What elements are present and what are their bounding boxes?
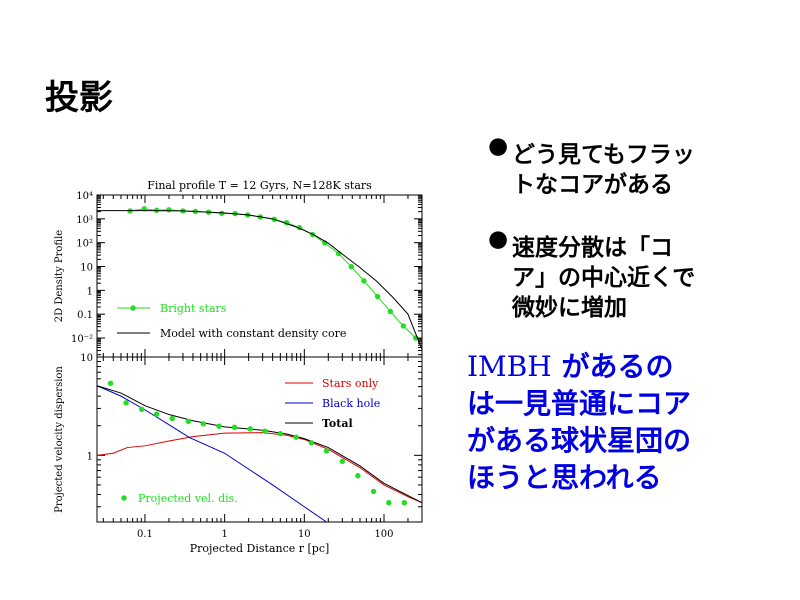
y-tick-label: 1: [87, 286, 93, 297]
data-point-projected-vel-dis-: [277, 430, 284, 437]
data-point-bright-stars: [400, 323, 407, 329]
conclusion-line-3: がある球状星団の: [467, 424, 692, 457]
data-point-bright-stars: [374, 293, 381, 300]
x-tick-label: 0.1: [137, 529, 153, 540]
y-tick-label: 10: [80, 263, 93, 274]
legend-label: Total: [322, 417, 353, 430]
data-point-projected-vel-dis-: [401, 499, 408, 506]
bullet-1-line-1: どう見てもフラッ: [512, 142, 695, 168]
bullet-2-line-3: 微妙に増加: [512, 295, 627, 321]
y-tick-label: 10⁴: [76, 191, 93, 202]
bullet-2-line-1: 速度分散は「コ: [512, 235, 673, 261]
slide-title: 投影: [45, 78, 113, 118]
y-tick-label: 10: [80, 353, 93, 364]
data-point-projected-vel-dis-: [308, 440, 315, 446]
x-axis-label: Projected Distance r [pc]: [190, 542, 330, 555]
data-point-bright-stars: [361, 278, 367, 284]
data-point-projected-vel-dis-: [139, 406, 145, 412]
y-tick-label: 10²: [76, 239, 93, 250]
y-tick-label: 10⁻²: [71, 334, 93, 345]
data-point-bright-stars: [348, 264, 355, 270]
bullet-1-line-2: トなコアがある: [512, 172, 673, 198]
y-tick-label: 1: [87, 451, 93, 462]
data-point-projected-vel-dis-: [200, 421, 207, 427]
series-line-bright-stars: [129, 208, 417, 339]
legend-label: Model with constant density core: [160, 327, 346, 340]
y-tick-label: 0.1: [77, 310, 93, 321]
data-point-projected-vel-dis-: [153, 411, 160, 417]
y-tick-label: 10³: [76, 215, 93, 226]
data-point-projected-vel-dis-: [355, 473, 361, 479]
data-point-projected-vel-dis-: [107, 380, 114, 387]
conclusion-line-1: IMBH があるの: [467, 345, 673, 385]
conclusion-line-4: ほうと思われる: [467, 461, 662, 494]
data-point-projected-vel-dis-: [169, 415, 175, 422]
data-point-bright-stars: [387, 308, 393, 315]
x-tick-label: 100: [374, 529, 393, 540]
data-point-projected-vel-dis-: [293, 434, 299, 440]
data-point-projected-vel-dis-: [247, 426, 254, 432]
legend-label: Stars only: [322, 377, 379, 390]
legend-marker-bright-stars: [130, 305, 136, 311]
data-point-projected-vel-dis-: [216, 423, 222, 429]
plot-frame-2: [96, 356, 423, 523]
data-point-projected-vel-dis-: [323, 448, 330, 454]
y-axis-label: 2D Density Profile: [54, 230, 65, 323]
y-axis-label: Projected velocity dispersion: [54, 366, 65, 513]
data-point-projected-vel-dis-: [370, 488, 377, 495]
data-point-projected-vel-dis-: [123, 400, 129, 406]
data-point-projected-vel-dis-: [185, 418, 192, 424]
x-tick-label: 1: [221, 529, 227, 540]
series-line-total: [97, 385, 422, 504]
legend-label: Projected vel. dis.: [138, 492, 238, 505]
series-line-black-hole: [97, 385, 327, 522]
legend-marker-projected: [121, 495, 127, 501]
bullet-2-line-2: ア」の中心近くで: [512, 265, 696, 291]
bullet-icon: ●: [488, 133, 509, 159]
legend-label: Black hole: [322, 397, 380, 410]
legend-label: Bright stars: [160, 302, 227, 315]
chart-title: Final profile T = 12 Gyrs, N=128K stars: [147, 179, 372, 192]
conclusion-imbh: IMBH: [467, 350, 552, 383]
data-point-bright-stars: [166, 207, 172, 213]
x-tick-label: 10: [298, 529, 311, 540]
data-point-projected-vel-dis-: [262, 428, 268, 434]
data-point-projected-vel-dis-: [339, 458, 346, 464]
bullet-icon: ●: [488, 226, 509, 252]
series-line-model-with-constant-density-core: [97, 210, 422, 350]
conclusion-line-1-rest: があるの: [551, 350, 674, 383]
data-point-projected-vel-dis-: [386, 499, 392, 506]
conclusion-line-2: は一見普通にコア: [467, 387, 692, 420]
data-point-projected-vel-dis-: [231, 424, 238, 430]
